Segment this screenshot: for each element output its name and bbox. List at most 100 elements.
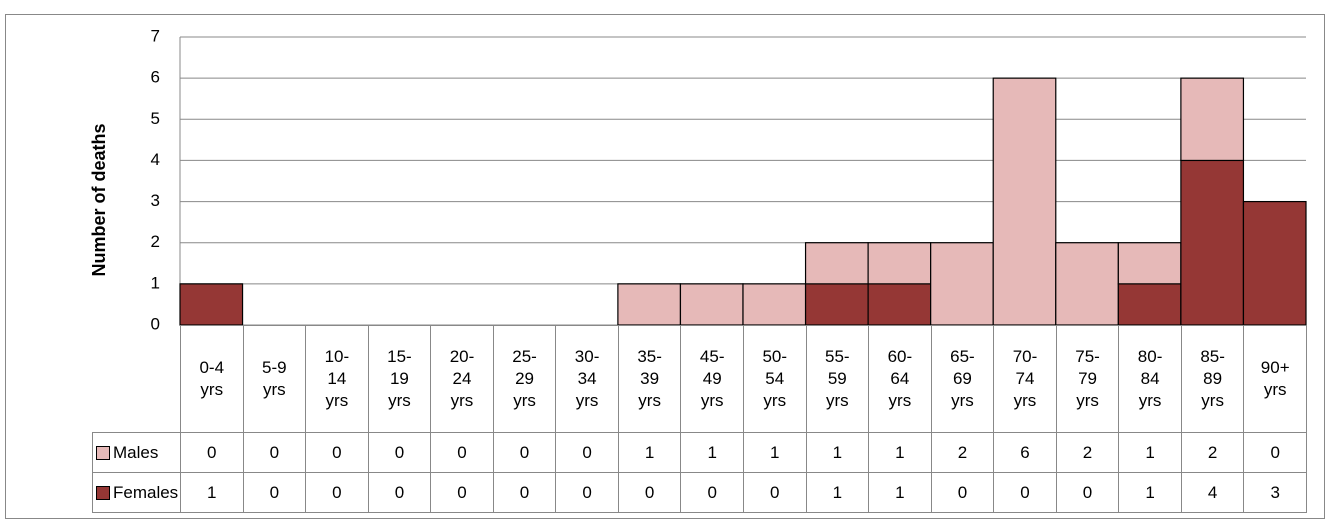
bar-segment [1055, 242, 1119, 326]
category-label: 75-79 yrs [1075, 347, 1100, 410]
bar-segment [617, 283, 682, 326]
category-label: 45-49 yrs [699, 347, 725, 410]
category-label: 90+ yrs [1260, 358, 1290, 399]
category-cell: 25-29 yrs [492, 325, 557, 433]
legend-key [96, 445, 110, 460]
bar-segment [742, 283, 807, 326]
table-value: 0 [492, 432, 557, 473]
legend-cell: Females [92, 472, 181, 513]
legend-cell: Males [92, 432, 181, 473]
table-value: 0 [305, 472, 369, 513]
table-value: 1 [805, 472, 870, 513]
table-value: 0 [430, 472, 494, 513]
category-cell: 5-9 yrs [242, 325, 307, 433]
category-cell: 55-59 yrs [805, 325, 870, 433]
category-label: 10-14 yrs [324, 347, 350, 410]
table-value: 0 [555, 432, 619, 473]
category-label: 25-29 yrs [512, 347, 537, 410]
table-value: 0 [367, 472, 432, 513]
category-cell: 20-24 yrs [430, 325, 494, 433]
y-tick-label: 5 [151, 109, 160, 128]
table-value: 4 [1180, 472, 1245, 513]
table-value: 2 [1055, 432, 1120, 473]
y-tick-label: 2 [151, 232, 160, 251]
chart-frame [5, 14, 1325, 519]
y-tick-label: 3 [151, 191, 160, 210]
category-label: 15-19 yrs [387, 347, 412, 410]
bar-segment [867, 242, 932, 285]
category-label: 50-54 yrs [762, 347, 788, 410]
bar-segment [1180, 159, 1245, 326]
table-value: 1 [743, 432, 807, 473]
table-value: 1 [680, 432, 744, 473]
table-value: 0 [1243, 432, 1307, 473]
table-value: 2 [1180, 432, 1245, 473]
category-label: 70-74 yrs [1012, 347, 1038, 410]
category-label: 85-89 yrs [1200, 347, 1225, 410]
table-value: 6 [993, 432, 1057, 473]
category-cell: 35-39 yrs [617, 325, 682, 433]
y-tick-label: 6 [151, 68, 160, 87]
table-value: 0 [492, 472, 557, 513]
category-label: 20-24 yrs [449, 347, 475, 410]
table-value: 0 [367, 432, 432, 473]
bar-segment [679, 283, 744, 326]
category-cell: 45-49 yrs [680, 325, 744, 433]
category-label: 80-84 yrs [1137, 347, 1163, 410]
category-cell: 80-84 yrs [1118, 325, 1182, 433]
bar-segment [1242, 200, 1307, 326]
table-value: 0 [930, 472, 995, 513]
bar-segment [1180, 77, 1245, 162]
category-label: 0-4 yrs [199, 358, 225, 399]
category-cell: 90+ yrs [1243, 325, 1307, 433]
table-value: 0 [1055, 472, 1120, 513]
table-value: 1 [868, 432, 932, 473]
table-value: 0 [743, 472, 807, 513]
table-value: 0 [180, 432, 244, 473]
category-cell: 65-69 yrs [930, 325, 995, 433]
table-value: 0 [993, 472, 1057, 513]
category-cell: 50-54 yrs [743, 325, 807, 433]
bar-segment [867, 283, 932, 326]
table-value: 3 [1243, 472, 1307, 513]
category-cell: 0-4 yrs [180, 325, 244, 433]
table-value: 0 [555, 472, 619, 513]
legend-key [96, 485, 110, 500]
y-tick-label: 4 [151, 150, 160, 169]
bar-segment [804, 283, 869, 326]
bar-segment [930, 242, 994, 326]
y-axis-title: Number of deaths [89, 123, 109, 276]
table-value: 1 [617, 432, 682, 473]
category-label: 30-34 yrs [574, 347, 600, 410]
table-value: 0 [305, 432, 369, 473]
table-value: 0 [242, 432, 307, 473]
table-value: 0 [680, 472, 744, 513]
category-cell: 10-14 yrs [305, 325, 369, 433]
bar-segment [804, 242, 869, 285]
category-label: 65-69 yrs [950, 347, 975, 410]
legend-label: Males [113, 442, 159, 462]
table-value: 0 [617, 472, 682, 513]
table-value: 0 [242, 472, 307, 513]
table-value: 0 [430, 432, 494, 473]
bar-segment [179, 283, 244, 326]
y-tick-label: 0 [151, 314, 160, 333]
category-cell: 70-74 yrs [993, 325, 1057, 433]
bar-segment [992, 77, 1057, 326]
table-value: 1 [1118, 472, 1182, 513]
category-label: 55-59 yrs [825, 347, 850, 410]
table-value: 1 [805, 432, 870, 473]
category-label: 5-9 yrs [262, 358, 287, 399]
y-tick-label: 1 [151, 273, 160, 292]
category-label: 35-39 yrs [637, 347, 662, 410]
category-cell: 75-79 yrs [1055, 325, 1120, 433]
category-cell: 60-64 yrs [868, 325, 932, 433]
table-value: 1 [180, 472, 244, 513]
category-label: 60-64 yrs [887, 347, 913, 410]
y-tick-label: 7 [151, 26, 160, 45]
bar-segment [1117, 242, 1182, 285]
legend-label: Females [113, 482, 179, 502]
table-value: 1 [868, 472, 932, 513]
